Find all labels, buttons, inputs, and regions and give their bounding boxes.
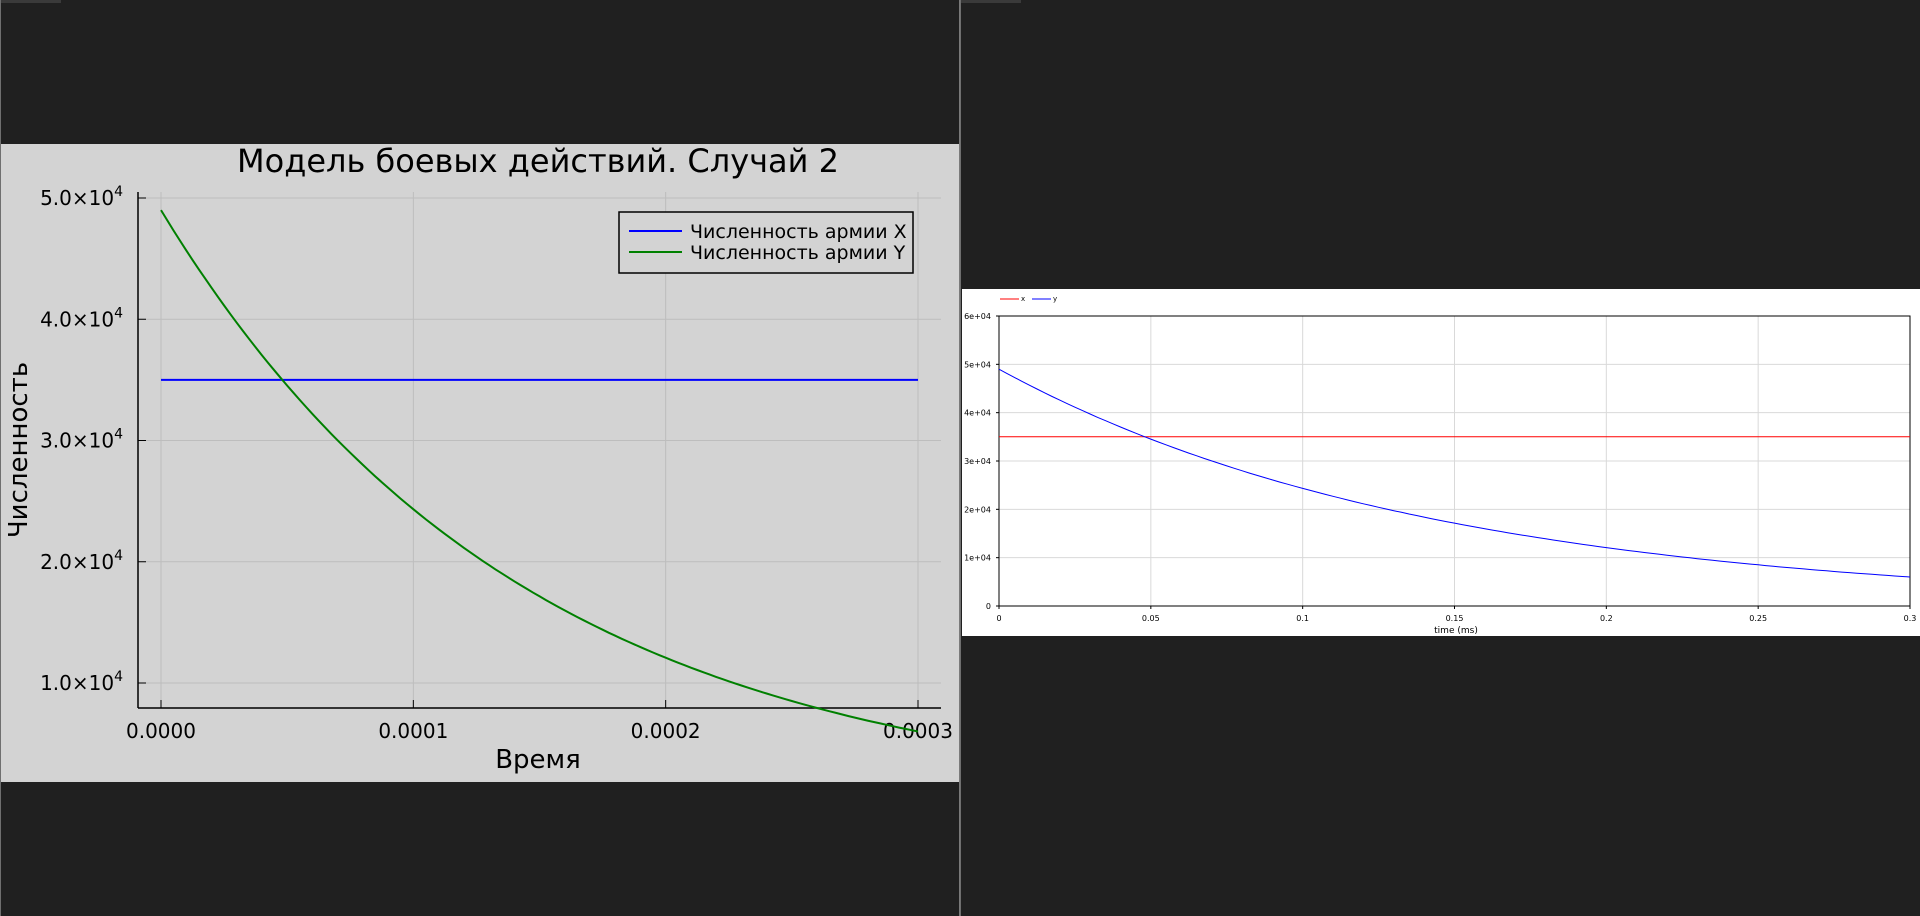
right-x-axis-label: time (ms) bbox=[1434, 626, 1478, 636]
left-x-ticks: 0.0000 0.0001 0.0002 0.0003 bbox=[126, 700, 953, 743]
right-y-tick-label: 3e+04 bbox=[964, 457, 991, 466]
right-x-ticks: 0 0.05 0.1 0.15 0.2 0.25 0.3 bbox=[996, 606, 1916, 623]
legend-label-x: x bbox=[1021, 295, 1025, 303]
right-y-tick-label: 6e+04 bbox=[964, 312, 991, 321]
right-x-tick-label: 0.1 bbox=[1296, 614, 1309, 623]
legend-label-y: y bbox=[1053, 295, 1057, 303]
right-x-tick-label: 0 bbox=[996, 614, 1001, 623]
left-y-tick-label: 3.0×104 bbox=[40, 427, 123, 453]
left-y-tick-label: 1.0×104 bbox=[40, 669, 123, 695]
left-legend-box bbox=[618, 211, 914, 274]
left-legend: Численность армии X Численность армии Y bbox=[618, 211, 914, 274]
right-chart: x y 0 1e+04 2e+04 3e+04 4e+04 5e+04 6e+04 0 0.0… bbox=[964, 295, 1916, 636]
left-y-tick-label: 4.0×104 bbox=[40, 305, 123, 331]
right-grid bbox=[999, 316, 1910, 606]
right-series bbox=[998, 368, 1911, 578]
left-x-tick-label: 0.0001 bbox=[378, 719, 448, 743]
legend-label-x: Численность армии X bbox=[690, 221, 907, 243]
left-chart-title: Модель боевых действий. Случай 2 bbox=[237, 144, 839, 180]
left-chart: Модель боевых действий. Случай 2 1.0×104… bbox=[4, 142, 953, 775]
left-x-tick-label: 0.0000 bbox=[126, 719, 196, 743]
right-y-tick-label: 5e+04 bbox=[964, 360, 991, 369]
right-plot-window: x y 0 1e+04 2e+04 3e+04 4e+04 5e+04 6e+04 0 0.0… bbox=[962, 289, 1920, 636]
left-x-tick-label: 0.0002 bbox=[631, 719, 701, 743]
series-line-y bbox=[998, 368, 1911, 578]
right-x-tick-label: 0.2 bbox=[1600, 614, 1613, 623]
right-y-tick-label: 1e+04 bbox=[964, 554, 991, 563]
left-grid bbox=[138, 192, 941, 708]
left-tab-stub[interactable] bbox=[1, 0, 61, 3]
left-y-axis-label: Численность bbox=[4, 362, 34, 538]
right-y-ticks: 0 1e+04 2e+04 3e+04 4e+04 5e+04 6e+04 bbox=[964, 312, 999, 611]
right-x-tick-label: 0.15 bbox=[1446, 614, 1464, 623]
left-x-axis-label: Время bbox=[495, 745, 581, 775]
left-series bbox=[160, 209, 919, 733]
left-y-tick-label: 5.0×104 bbox=[40, 184, 123, 210]
right-y-tick-label: 0 bbox=[986, 602, 991, 611]
legend-label-y: Численность армии Y bbox=[690, 242, 906, 264]
right-y-tick-label: 2e+04 bbox=[964, 505, 991, 514]
series-line-army-y bbox=[160, 209, 919, 733]
right-y-tick-label: 4e+04 bbox=[964, 409, 991, 418]
right-x-tick-label: 0.3 bbox=[1904, 614, 1917, 623]
right-legend: x y bbox=[1000, 295, 1057, 303]
left-y-ticks: 1.0×104 2.0×104 3.0×104 4.0×104 5.0×104 bbox=[40, 184, 146, 695]
right-x-tick-label: 0.05 bbox=[1142, 614, 1160, 623]
right-tab-stub[interactable] bbox=[961, 0, 1021, 3]
right-x-tick-label: 0.25 bbox=[1749, 614, 1767, 623]
left-y-tick-label: 2.0×104 bbox=[40, 548, 123, 574]
pane-divider[interactable] bbox=[959, 0, 960, 916]
left-plot-window: Модель боевых действий. Случай 2 1.0×104… bbox=[1, 142, 959, 782]
